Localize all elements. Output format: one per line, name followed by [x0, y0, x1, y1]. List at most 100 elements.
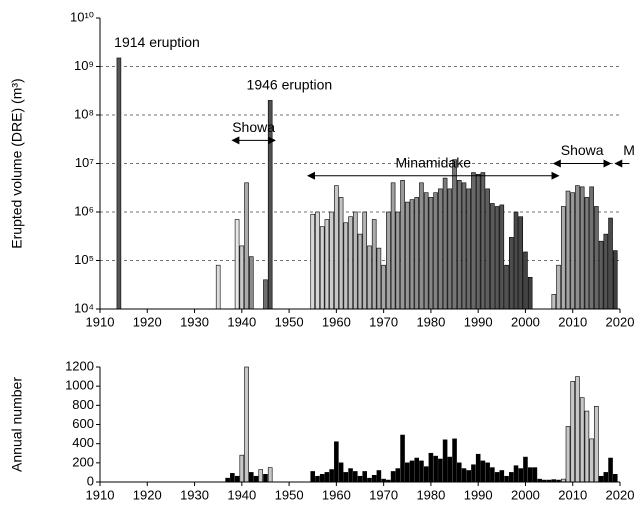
- bar: [527, 467, 533, 483]
- x-tick-label: 2000: [511, 314, 540, 329]
- x-tick-label: 2020: [606, 314, 635, 329]
- bar: [324, 472, 330, 483]
- bar: [404, 462, 410, 483]
- bar: [329, 211, 334, 310]
- bar: [461, 182, 467, 310]
- bar: [565, 190, 571, 310]
- bar: [523, 456, 528, 483]
- bar: [603, 233, 609, 310]
- bar: [438, 458, 443, 483]
- x-tick-label: 1970: [369, 314, 398, 329]
- bar: [362, 471, 368, 483]
- bar: [575, 185, 580, 310]
- x-tick-label: 1920: [133, 487, 162, 502]
- bar: [334, 185, 339, 310]
- bar: [395, 211, 401, 310]
- bar: [253, 475, 259, 483]
- annotation: Minamidake: [396, 154, 472, 170]
- bar: [319, 226, 325, 310]
- bar: [466, 188, 472, 310]
- bar: [556, 264, 561, 310]
- bar: [447, 188, 453, 310]
- bar: [485, 462, 490, 483]
- bar: [480, 172, 486, 310]
- y-axis-label: Annual number: [9, 377, 25, 472]
- bar: [329, 469, 334, 483]
- bar: [565, 426, 571, 483]
- bar: [456, 180, 462, 310]
- bar: [589, 438, 594, 483]
- bar: [352, 471, 358, 483]
- bar: [598, 240, 604, 310]
- x-tick-label: 2010: [558, 314, 587, 329]
- bar: [475, 173, 481, 310]
- bar: [433, 192, 438, 310]
- bar: [310, 213, 316, 310]
- x-tick-label: 1950: [275, 314, 304, 329]
- bar: [215, 264, 221, 310]
- bar: [508, 472, 514, 483]
- x-tick-label: 1940: [227, 487, 256, 502]
- bar: [456, 462, 462, 483]
- bar: [343, 222, 349, 310]
- bar: [419, 460, 424, 483]
- bar: [452, 438, 457, 483]
- x-tick-label: 1960: [322, 487, 351, 502]
- bar: [466, 470, 472, 483]
- bar: [471, 464, 476, 483]
- bar: [334, 441, 339, 483]
- bar: [338, 462, 344, 483]
- x-tick-label: 2010: [558, 487, 587, 502]
- bar: [386, 211, 391, 310]
- bar: [433, 455, 438, 483]
- x-tick-label: 1950: [275, 487, 304, 502]
- bar: [390, 471, 396, 483]
- annotation: 1946 eruption: [247, 77, 333, 93]
- bar: [447, 456, 453, 483]
- bar: [315, 475, 320, 483]
- bar: [608, 217, 613, 310]
- x-tick-label: 1990: [464, 314, 493, 329]
- bar: [513, 465, 519, 483]
- bar: [589, 186, 594, 310]
- y-tick-label: 400: [72, 435, 94, 450]
- bar: [310, 471, 316, 483]
- bar: [475, 453, 481, 483]
- bar: [338, 197, 344, 310]
- bar: [570, 381, 576, 483]
- bar: [395, 468, 401, 483]
- bar: [409, 460, 415, 483]
- bar: [404, 201, 410, 310]
- y-tick-label: 0: [87, 473, 94, 488]
- bar: [244, 366, 249, 483]
- bar: [367, 245, 372, 310]
- bar: [367, 477, 372, 483]
- bar: [263, 279, 268, 310]
- x-tick-label: 1920: [133, 314, 162, 329]
- bar: [116, 57, 122, 310]
- bar: [494, 472, 500, 483]
- bar: [612, 474, 618, 483]
- bar: [324, 219, 330, 310]
- bar: [594, 206, 599, 310]
- bar: [575, 376, 580, 483]
- y-tick-label: 10⁵: [74, 252, 94, 267]
- bar: [390, 182, 396, 310]
- bar: [225, 477, 230, 483]
- bar: [499, 470, 505, 483]
- bar: [480, 460, 486, 483]
- x-tick-label: 2000: [511, 487, 540, 502]
- bar: [584, 197, 590, 310]
- bar: [518, 468, 524, 483]
- bar: [442, 177, 448, 310]
- y-tick-label: 10⁷: [75, 155, 94, 170]
- x-tick-label: 1930: [180, 487, 209, 502]
- bar: [357, 233, 363, 310]
- bar: [579, 397, 585, 483]
- bar: [357, 475, 363, 483]
- bar: [248, 472, 254, 483]
- bar: [532, 467, 538, 483]
- y-tick-label: 10⁶: [74, 203, 94, 218]
- bar: [584, 410, 590, 483]
